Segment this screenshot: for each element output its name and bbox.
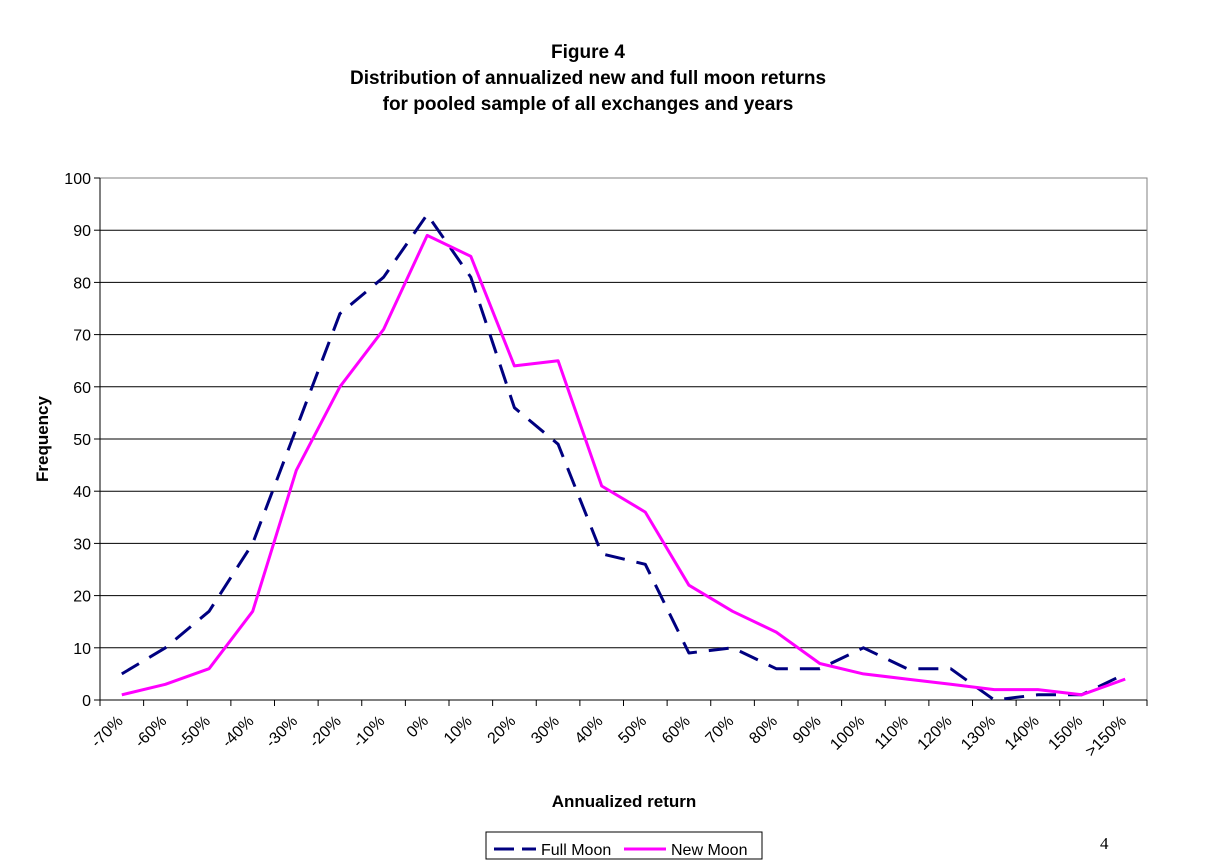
y-tick-label: 0 xyxy=(82,693,91,710)
chart-title-line: Figure 4 xyxy=(551,42,625,63)
x-tick-label: 130% xyxy=(958,713,999,754)
y-tick-label: 60 xyxy=(73,380,91,397)
y-tick-label: 40 xyxy=(73,484,91,501)
y-axis-title: Frequency xyxy=(33,395,52,482)
legend-label: Full Moon xyxy=(541,842,611,859)
x-tick-label: 60% xyxy=(659,713,694,748)
x-axis-title: Annualized return xyxy=(552,792,697,811)
x-tick-label: 150% xyxy=(1045,713,1086,754)
y-axis: 0 10 20 30 40 50 60 70 80 90 100 xyxy=(64,171,101,710)
x-tick-label: -60% xyxy=(132,713,170,751)
x-tick-label: 30% xyxy=(528,713,563,748)
y-tick-label: 100 xyxy=(64,171,91,188)
x-tick-label: 90% xyxy=(790,713,825,748)
x-tick-label: 0% xyxy=(404,713,432,741)
legend: Full Moon New Moon xyxy=(485,831,763,860)
y-tick-label: 10 xyxy=(73,641,91,658)
x-tick-label: 40% xyxy=(572,713,607,748)
x-tick-label: 80% xyxy=(746,713,781,748)
x-tick-label: >150% xyxy=(1082,713,1130,761)
y-tick-label: 20 xyxy=(73,589,91,606)
x-tick-label: -70% xyxy=(88,713,126,751)
chart-title-line: Distribution of annualized new and full … xyxy=(350,68,826,89)
legend-label: New Moon xyxy=(671,842,747,859)
y-tick-label: 80 xyxy=(73,275,91,292)
x-tick-label: 140% xyxy=(1002,713,1043,754)
x-tick-label: 50% xyxy=(615,713,650,748)
x-tick-label: 120% xyxy=(915,713,956,754)
x-tick-label: 110% xyxy=(872,713,912,753)
y-tick-label: 30 xyxy=(73,536,91,553)
x-tick-label: -40% xyxy=(219,713,257,751)
page-number: 4 xyxy=(1100,834,1109,853)
y-tick-label: 70 xyxy=(73,328,91,345)
x-tick-label: 20% xyxy=(485,713,520,748)
x-tick-label: 10% xyxy=(441,713,476,748)
x-axis: -70% -60% -50% -40% -30% -20% -10% 0% 10% 20% 30% 4… xyxy=(88,699,1148,761)
chart-title: Figure 4 Distribution of annualized new a… xyxy=(350,42,826,115)
chart-title-line: for pooled sample of all exchanges and y… xyxy=(383,94,794,115)
x-tick-label: -30% xyxy=(263,713,301,751)
x-tick-label: -50% xyxy=(175,713,213,751)
y-tick-label: 90 xyxy=(73,223,91,240)
series-line-new-moon xyxy=(121,233,1126,697)
legend-box xyxy=(485,831,763,860)
gridlines xyxy=(100,177,1147,701)
series-lines xyxy=(121,213,1126,702)
x-tick-label: 70% xyxy=(703,713,738,748)
x-tick-label: -20% xyxy=(306,713,344,751)
y-tick-label: 50 xyxy=(73,432,91,449)
x-tick-label: 100% xyxy=(827,713,868,754)
series-line-full-moon xyxy=(121,213,1126,702)
x-tick-label: -10% xyxy=(350,713,388,751)
